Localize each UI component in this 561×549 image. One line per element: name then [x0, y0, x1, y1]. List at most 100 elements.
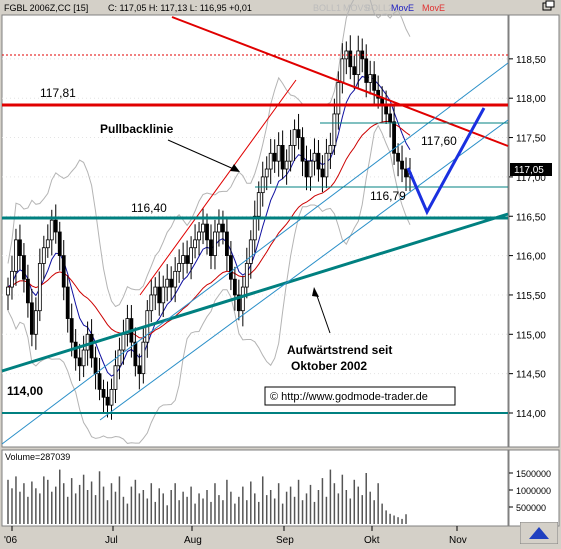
volume-axis-panel — [508, 449, 560, 527]
candle-body — [189, 247, 193, 264]
x-tick-label: Jul — [105, 535, 118, 546]
volume-bars — [7, 469, 407, 524]
indicator-curves — [7, 0, 411, 444]
price-axis: 118,50 118,00 117,50 117,00 116,50 116,00 115,… — [509, 55, 546, 420]
volume-tick-label: 1500000 — [516, 469, 551, 479]
chart-tool-button[interactable] — [519, 521, 559, 545]
candle-body — [304, 160, 309, 178]
level-117-81-label: 117,81 — [40, 86, 76, 100]
pullback-label: Pullbacklinie — [100, 122, 174, 136]
candle-body — [85, 333, 90, 351]
candle-body — [14, 239, 18, 272]
candle-body — [37, 263, 42, 312]
candle-body — [280, 145, 285, 170]
candle-body — [248, 239, 253, 264]
candle-body — [232, 278, 237, 296]
level-116-40-label: 116,40 — [131, 201, 167, 215]
candle-body — [340, 58, 345, 83]
x-tick-label: Aug — [184, 535, 202, 546]
x-tick-label: '06 — [4, 535, 17, 546]
x-tick-label: Okt — [364, 535, 380, 546]
quote-label: C: 117,05 H: 117,13 L: 116,95 +0,01 — [108, 3, 252, 13]
pullback-arrow — [167, 139, 237, 171]
candle-body — [89, 333, 94, 359]
candle-body — [65, 286, 70, 319]
price-tick-label: 117,00 — [516, 173, 546, 184]
candle-body — [256, 192, 261, 217]
ema-red — [7, 120, 411, 339]
uptrend-line — [1, 212, 509, 373]
candle-body — [29, 302, 34, 335]
candle-body — [18, 239, 22, 257]
candle-body — [240, 286, 245, 312]
annotations: 117,81 116,40 114,00 117,60 116,79 Pullb… — [7, 86, 457, 406]
candle-body — [105, 396, 110, 406]
channel-line-lower — [99, 119, 509, 421]
candle-body — [316, 152, 321, 170]
candle-body — [117, 349, 122, 367]
candle-body — [217, 223, 221, 233]
level-114-00-label: 114,00 — [7, 384, 43, 398]
bollinger-lower — [7, 124, 411, 444]
candle-body — [324, 152, 329, 178]
candle-body — [161, 286, 166, 304]
indicator-label-move-blue: MovE — [391, 3, 414, 13]
downtrend-line — [171, 16, 509, 147]
candle-body — [225, 231, 229, 257]
candle-body — [109, 388, 114, 406]
candle-body — [292, 129, 297, 146]
candle-body — [181, 255, 186, 264]
candle-body — [356, 50, 361, 75]
candle-body — [252, 215, 257, 241]
candle-body — [81, 349, 86, 367]
ema-blue — [7, 75, 411, 377]
candle-body — [69, 318, 74, 343]
candle-body — [153, 286, 158, 296]
volume-axis: 1500000 1000000 500000 — [509, 469, 551, 513]
candle-body — [221, 223, 225, 233]
level-lines — [2, 54, 508, 414]
candle-body — [336, 82, 341, 115]
uptrend-label-line2: Oktober 2002 — [291, 359, 367, 373]
candle-body — [372, 74, 377, 91]
forecast-path — [406, 107, 486, 216]
candle-body — [300, 137, 305, 162]
candle-body — [213, 231, 217, 257]
candle-body — [320, 168, 325, 178]
candle-body — [193, 239, 197, 249]
candle-body — [352, 66, 357, 75]
x-tick-label: Nov — [449, 535, 467, 546]
candle-body — [288, 145, 293, 162]
candle-body — [332, 113, 337, 146]
volume-tick-label: 500000 — [516, 503, 546, 513]
candle-body — [125, 318, 130, 335]
candle-body — [113, 365, 118, 390]
window-restore-icon[interactable] — [542, 0, 555, 11]
candle-body — [209, 239, 213, 257]
price-tick-label: 114,00 — [516, 409, 546, 420]
candle-body — [392, 121, 396, 154]
candle-body — [26, 278, 30, 304]
level-117-60-label: 117,60 — [421, 134, 457, 148]
candle-body — [10, 270, 14, 288]
price-tick-label: 116,50 — [516, 212, 546, 223]
candle-body — [396, 152, 400, 162]
candle-body — [97, 373, 102, 390]
price-tick-label: 118,00 — [516, 94, 546, 105]
candle-body — [133, 341, 138, 367]
triangle-up-icon — [519, 521, 559, 545]
candle-body — [284, 160, 289, 170]
annotation-arrows — [167, 139, 331, 334]
indicator-label-boll2: BOLL2 — [365, 3, 393, 13]
candle-body — [137, 365, 142, 375]
candle-body — [368, 74, 373, 83]
symbol-label: FGBL 2006Z,CC [15] — [4, 3, 88, 13]
price-tick-label: 118,50 — [516, 55, 546, 66]
candle-body — [348, 50, 353, 68]
candle-body — [157, 286, 162, 304]
copyright-label: © http://www.godmode-trader.de — [270, 391, 428, 403]
candle-body — [236, 294, 241, 312]
indicator-label-movs: MOVS — [343, 3, 370, 13]
candle-body — [244, 263, 249, 288]
